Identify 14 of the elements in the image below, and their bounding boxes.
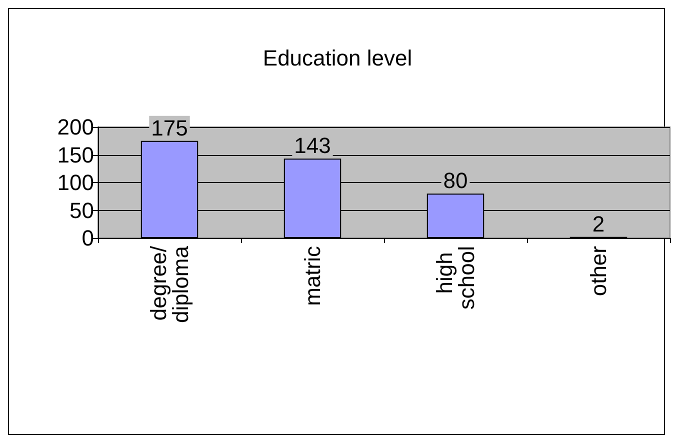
data-label: 175 [151, 115, 188, 140]
y-tick-label: 50 [70, 198, 94, 223]
data-label: 2 [592, 211, 605, 236]
y-tick-label: 200 [57, 114, 94, 140]
x-tick-label: degree/diploma [146, 245, 193, 324]
data-label: 80 [443, 168, 468, 194]
chart-title: Education level [262, 46, 412, 70]
y-tick-label: 100 [57, 170, 94, 195]
x-tick-label: matric [300, 246, 325, 306]
y-tick-label: 0 [82, 226, 94, 250]
x-tick-label: high school [432, 246, 479, 310]
data-label: 143 [294, 133, 331, 158]
x-tick-label: other [586, 246, 611, 296]
y-tick-label: 150 [57, 142, 94, 168]
